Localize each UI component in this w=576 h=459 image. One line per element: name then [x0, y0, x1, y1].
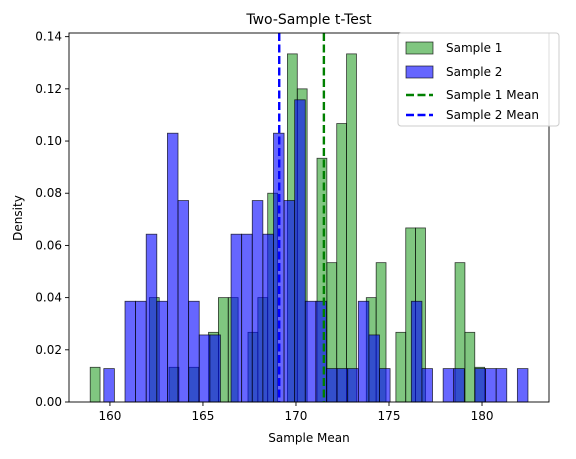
bar-sample-2-6: [167, 132, 179, 403]
bar-sample-2-10: [209, 334, 221, 403]
bar-sample-2-23: [347, 368, 359, 403]
bar-sample-2-25: [368, 334, 380, 403]
x-tick-label: 175: [378, 409, 401, 423]
bar-sample-2-2: [124, 300, 137, 403]
y-axis-label: Density: [11, 195, 25, 241]
y-tick-label: 0.04: [35, 291, 62, 305]
x-axis: 160 165 170 175 180: [98, 402, 493, 423]
bar-sample-2-22: [336, 368, 349, 403]
bar-sample-2-15: [262, 233, 274, 403]
bar-sample-2-17: [283, 200, 296, 403]
chart-title: Two-Sample t-Test: [245, 12, 372, 28]
bar-sample-1-31: [395, 331, 407, 403]
y-axis: 0.00 0.02 0.04 0.06 0.08 0.10 0.12 0.14: [35, 30, 69, 409]
y-tick-label: 0.00: [35, 395, 62, 409]
bar-sample-2-37: [495, 368, 508, 403]
bar-sample-2-29: [410, 300, 423, 403]
bar-sample-2-14: [251, 200, 264, 403]
bar-sample-1-0: [89, 366, 101, 403]
bar-sample-2-18: [294, 99, 306, 403]
y-tick-label: 0.12: [35, 82, 62, 96]
legend-label-sample-1: Sample 1: [446, 41, 502, 55]
bar-sample-2-35: [474, 368, 486, 403]
bar-sample-2-3: [135, 300, 147, 403]
bar-sample-2-21: [326, 368, 338, 403]
x-axis-label: Sample Mean: [268, 431, 350, 445]
bar-sample-1-25: [336, 123, 347, 403]
legend-box: [397, 32, 560, 127]
x-tick-label: 170: [285, 409, 308, 423]
bar-sample-2-19: [304, 300, 317, 403]
axes-frame: [68, 32, 550, 403]
legend: Sample 1 Sample 2 Sample 1 Mean Sample 2…: [397, 32, 560, 127]
bar-sample-1-26: [346, 53, 357, 403]
bar-sample-2-26: [379, 368, 391, 403]
bar-sample-1-38: [464, 331, 476, 403]
bar-sample-2-5: [156, 300, 168, 403]
mean-lines-layer: [278, 33, 326, 402]
y-tick-label: 0.10: [35, 134, 62, 148]
bar-sample-2-12: [230, 233, 243, 403]
legend-swatch-sample-2: [405, 65, 434, 79]
bar-sample-2-13: [241, 233, 253, 403]
bar-sample-2-24: [357, 300, 370, 403]
x-tick-label: 165: [192, 409, 215, 423]
y-tick-label: 0.14: [35, 30, 62, 44]
legend-label-sample-2: Sample 2: [446, 65, 502, 79]
bar-sample-2-32: [442, 368, 455, 403]
legend-label-sample-2-mean: Sample 2 Mean: [446, 108, 539, 122]
legend-label-sample-1-mean: Sample 1 Mean: [446, 88, 539, 102]
bar-sample-2-36: [485, 368, 497, 403]
bar-sample-2-33: [453, 368, 465, 403]
x-tick-label: 160: [98, 409, 121, 423]
bar-sample-2-30: [421, 368, 433, 403]
y-tick-label: 0.08: [35, 186, 62, 200]
legend-swatch-sample-1: [405, 41, 434, 55]
x-tick-label: 180: [471, 409, 494, 423]
bar-sample-2-8: [188, 300, 200, 403]
y-tick-label: 0.06: [35, 238, 62, 252]
bar-sample-2-0: [103, 368, 115, 403]
bar-sample-2-39: [516, 368, 529, 403]
y-tick-label: 0.02: [35, 343, 62, 357]
bar-sample-2-4: [145, 233, 158, 403]
bar-sample-2-7: [177, 200, 190, 403]
bar-sample-2-9: [198, 334, 211, 403]
